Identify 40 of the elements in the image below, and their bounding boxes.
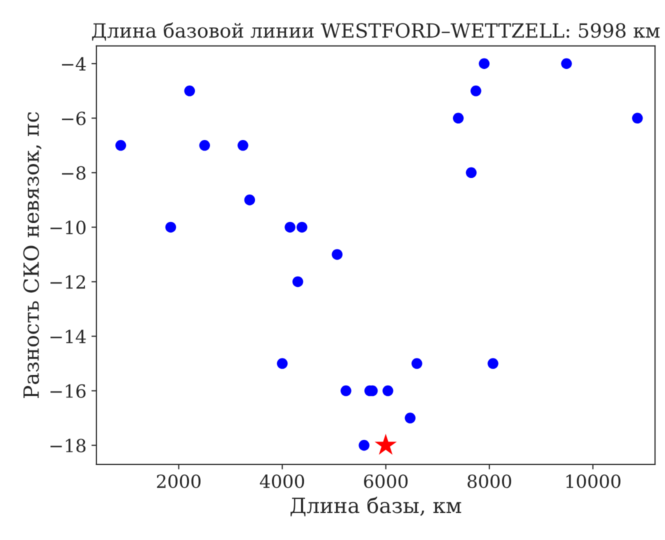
point bbox=[466, 167, 477, 178]
point bbox=[382, 385, 394, 396]
point bbox=[488, 358, 498, 369]
y-tick-label: −12 bbox=[50, 275, 85, 289]
y-tick-label: −14 bbox=[50, 330, 86, 344]
point bbox=[296, 222, 308, 233]
point bbox=[184, 86, 195, 96]
point bbox=[115, 140, 126, 151]
point bbox=[404, 412, 416, 424]
x-tick-label: 8000 bbox=[468, 474, 512, 488]
point bbox=[412, 358, 422, 369]
chart-title: Длина базовой линии WESTFORD–WETTZELL: 5998 км bbox=[92, 22, 660, 41]
y-axis-title: Разность СКО невязок, пс bbox=[23, 112, 42, 398]
point bbox=[332, 249, 343, 260]
point bbox=[238, 140, 248, 151]
x-axis-title: Длина базы, км bbox=[290, 496, 462, 516]
point bbox=[292, 276, 304, 288]
point bbox=[165, 222, 176, 233]
x-tick-label: 10000 bbox=[566, 474, 620, 488]
point bbox=[374, 434, 397, 455]
y-tick-label: −16 bbox=[50, 384, 86, 398]
point bbox=[244, 194, 256, 206]
x-tick-label: 2000 bbox=[156, 474, 201, 488]
point bbox=[340, 385, 352, 396]
y-tick-label: −8 bbox=[62, 166, 86, 180]
point bbox=[452, 112, 464, 124]
y-tick-label: −10 bbox=[50, 220, 86, 234]
y-tick-label: −6 bbox=[62, 112, 86, 126]
point bbox=[276, 358, 288, 369]
x-tick-label: 4000 bbox=[260, 474, 304, 488]
point bbox=[199, 140, 210, 151]
point bbox=[284, 222, 296, 233]
point bbox=[358, 440, 370, 451]
point bbox=[478, 58, 490, 69]
x-tick-label: 6000 bbox=[364, 474, 408, 488]
y-tick-label: −18 bbox=[50, 438, 86, 452]
y-tick-label: −4 bbox=[62, 57, 86, 70]
point bbox=[632, 112, 643, 124]
point bbox=[470, 86, 482, 96]
point bbox=[561, 58, 572, 69]
